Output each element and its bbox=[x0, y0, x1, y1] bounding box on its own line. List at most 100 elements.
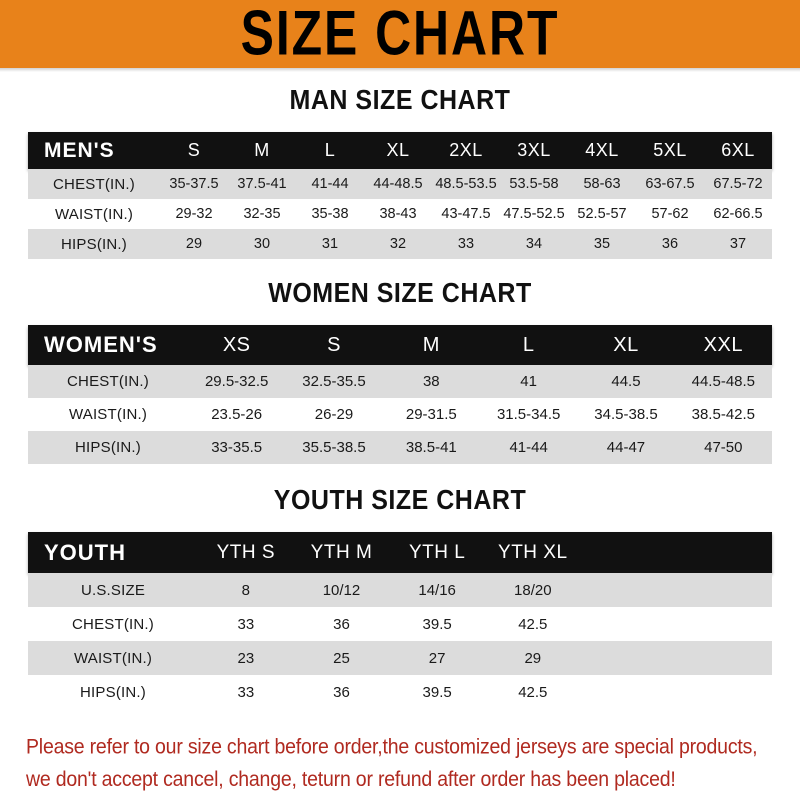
women-row-0-cell-5: 44.5-48.5 bbox=[691, 373, 756, 390]
youth-row-1-cell-2: 39.5 bbox=[422, 615, 452, 633]
man-row-1-cell-6: 52.5-57 bbox=[577, 206, 627, 222]
man-size-table-wrap: MEN'S S M L XL 2XL 3XL 4XL 5XL 6XL CHEST… bbox=[28, 132, 772, 259]
man-table-header-row: MEN'S S M L XL 2XL 3XL 4XL 5XL 6XL bbox=[28, 132, 772, 169]
footer-disclaimer-line-1: Please refer to our size chart before or… bbox=[26, 735, 758, 760]
women-row-0-cell-0: 29.5-32.5 bbox=[204, 373, 269, 390]
table-row: HIPS(IN.) 33-35.5 35.5-38.5 38.5-41 41-4… bbox=[28, 431, 772, 464]
youth-size-col-4 bbox=[581, 532, 677, 573]
women-row-2-cell-2: 38.5-41 bbox=[405, 439, 457, 456]
man-row-1-cell-2: 35-38 bbox=[311, 206, 349, 222]
youth-row-0-cell-1: 10/12 bbox=[322, 581, 361, 599]
youth-row-0-cell-5 bbox=[676, 573, 772, 607]
man-row-2-label: HIPS(IN.) bbox=[61, 235, 127, 253]
banner-shadow bbox=[0, 68, 800, 72]
women-size-col-0: XS bbox=[222, 333, 251, 356]
youth-size-col-5 bbox=[676, 532, 772, 573]
women-row-1-cell-4: 34.5-38.5 bbox=[594, 406, 658, 423]
man-section-title: MAN SIZE CHART bbox=[289, 84, 511, 116]
women-row-0-cell-4: 44.5 bbox=[611, 373, 641, 390]
man-row-0-cell-0: 35-37.5 bbox=[169, 176, 219, 192]
youth-row-0-cell-4 bbox=[581, 573, 677, 607]
women-row-1-label: WAIST(IN.) bbox=[68, 406, 148, 423]
man-row-1-label: WAIST(IN.) bbox=[54, 205, 134, 223]
man-size-col-0: S bbox=[187, 140, 201, 160]
man-row-2-cell-0: 29 bbox=[185, 236, 203, 252]
man-row-0-cell-4: 48.5-53.5 bbox=[435, 176, 497, 192]
man-row-0-cell-3: 44-48.5 bbox=[373, 176, 423, 192]
youth-header-label: YOUTH bbox=[44, 539, 126, 565]
youth-size-col-0: YTH S bbox=[216, 541, 276, 563]
table-row: HIPS(IN.) 29 30 31 32 33 34 35 36 37 bbox=[28, 229, 772, 259]
women-row-0-label: CHEST(IN.) bbox=[67, 373, 149, 390]
page-banner: SIZE CHART bbox=[0, 0, 800, 72]
table-row: U.S.SIZE 8 10/12 14/16 18/20 bbox=[28, 573, 772, 607]
women-row-2-cell-3: 41-44 bbox=[509, 439, 548, 456]
youth-section-title: YOUTH SIZE CHART bbox=[273, 484, 527, 516]
women-row-2-cell-0: 33-35.5 bbox=[211, 439, 263, 456]
youth-row-2-cell-2: 27 bbox=[428, 649, 446, 667]
youth-row-2-cell-5 bbox=[676, 641, 772, 675]
man-size-col-3: XL bbox=[386, 140, 410, 160]
man-row-1-cell-5: 47.5-52.5 bbox=[503, 206, 565, 222]
youth-row-2-cell-0: 23 bbox=[237, 649, 255, 667]
man-row-0-cell-6: 58-63 bbox=[583, 176, 621, 192]
women-row-0-cell-1: 32.5-35.5 bbox=[302, 373, 366, 390]
youth-row-0-cell-0: 8 bbox=[241, 581, 250, 599]
women-row-1-cell-0: 23.5-26 bbox=[211, 406, 263, 423]
man-row-0-label: CHEST(IN.) bbox=[53, 175, 135, 193]
women-row-2-label: HIPS(IN.) bbox=[75, 439, 141, 456]
women-size-col-4: XL bbox=[613, 333, 639, 356]
youth-row-1-cell-3: 42.5 bbox=[518, 615, 548, 633]
youth-row-1-cell-0: 33 bbox=[237, 615, 255, 633]
women-row-0-cell-3: 41 bbox=[520, 373, 537, 390]
table-row: CHEST(IN.) 35-37.5 37.5-41 41-44 44-48.5… bbox=[28, 169, 772, 199]
women-size-col-5: XXL bbox=[703, 333, 743, 356]
youth-row-3-cell-1: 36 bbox=[333, 683, 350, 701]
youth-row-2-label: WAIST(IN.) bbox=[73, 649, 153, 667]
women-row-2-cell-4: 44-47 bbox=[606, 439, 646, 456]
man-row-2-cell-6: 35 bbox=[593, 236, 611, 252]
women-row-2-cell-5: 47-50 bbox=[704, 439, 743, 456]
table-row: CHEST(IN.) 33 36 39.5 42.5 bbox=[28, 607, 772, 641]
man-size-col-5: 3XL bbox=[517, 140, 551, 160]
table-row: WAIST(IN.) 29-32 32-35 35-38 38-43 43-47… bbox=[28, 199, 772, 229]
table-row: HIPS(IN.) 33 36 39.5 42.5 bbox=[28, 675, 772, 709]
women-header-label: WOMEN'S bbox=[44, 332, 158, 357]
youth-row-2-cell-4 bbox=[581, 641, 677, 675]
man-row-0-cell-5: 53.5-58 bbox=[509, 176, 559, 192]
man-size-table: MEN'S S M L XL 2XL 3XL 4XL 5XL 6XL CHEST… bbox=[28, 132, 772, 259]
women-row-1-cell-1: 26-29 bbox=[314, 406, 354, 423]
youth-row-2-cell-1: 25 bbox=[333, 649, 350, 667]
women-size-table: WOMEN'S XS S M L XL XXL CHEST(IN.) 29.5-… bbox=[28, 325, 772, 464]
youth-row-1-label: CHEST(IN.) bbox=[72, 615, 154, 633]
women-row-1-cell-5: 38.5-42.5 bbox=[691, 406, 756, 423]
youth-row-3-cell-0: 33 bbox=[237, 683, 255, 701]
women-row-2-cell-1: 35.5-38.5 bbox=[302, 439, 366, 456]
man-row-1-cell-1: 32-35 bbox=[243, 206, 281, 222]
youth-row-0-label: U.S.SIZE bbox=[80, 581, 146, 599]
youth-size-table: YOUTH YTH S YTH M YTH L YTH XL U.S.SIZE … bbox=[28, 532, 772, 709]
women-row-0-cell-2: 38 bbox=[422, 373, 440, 390]
man-row-2-cell-8: 37 bbox=[729, 236, 747, 252]
man-row-2-cell-7: 36 bbox=[661, 236, 679, 252]
women-row-1-cell-3: 31.5-34.5 bbox=[496, 406, 561, 423]
man-size-col-6: 4XL bbox=[585, 140, 619, 160]
man-size-col-7: 5XL bbox=[653, 140, 687, 160]
women-size-col-3: L bbox=[522, 333, 535, 356]
man-size-col-1: M bbox=[254, 140, 270, 160]
youth-size-col-3: YTH XL bbox=[498, 541, 568, 563]
youth-row-0-cell-3: 18/20 bbox=[514, 581, 552, 599]
man-row-2-cell-2: 31 bbox=[321, 236, 339, 252]
man-row-2-cell-3: 32 bbox=[389, 236, 407, 252]
man-row-2-cell-4: 33 bbox=[457, 236, 475, 252]
man-row-0-cell-2: 41-44 bbox=[311, 176, 349, 192]
man-row-0-cell-7: 63-67.5 bbox=[645, 176, 695, 192]
man-row-1-cell-0: 29-32 bbox=[175, 206, 213, 222]
youth-size-col-1: YTH M bbox=[310, 541, 373, 563]
youth-row-1-cell-5 bbox=[676, 607, 772, 641]
youth-row-3-cell-5 bbox=[676, 675, 772, 709]
youth-row-3-cell-4 bbox=[581, 675, 677, 709]
youth-row-3-label: HIPS(IN.) bbox=[80, 683, 146, 701]
women-size-col-1: S bbox=[327, 333, 341, 356]
man-row-2-cell-1: 30 bbox=[253, 236, 271, 252]
